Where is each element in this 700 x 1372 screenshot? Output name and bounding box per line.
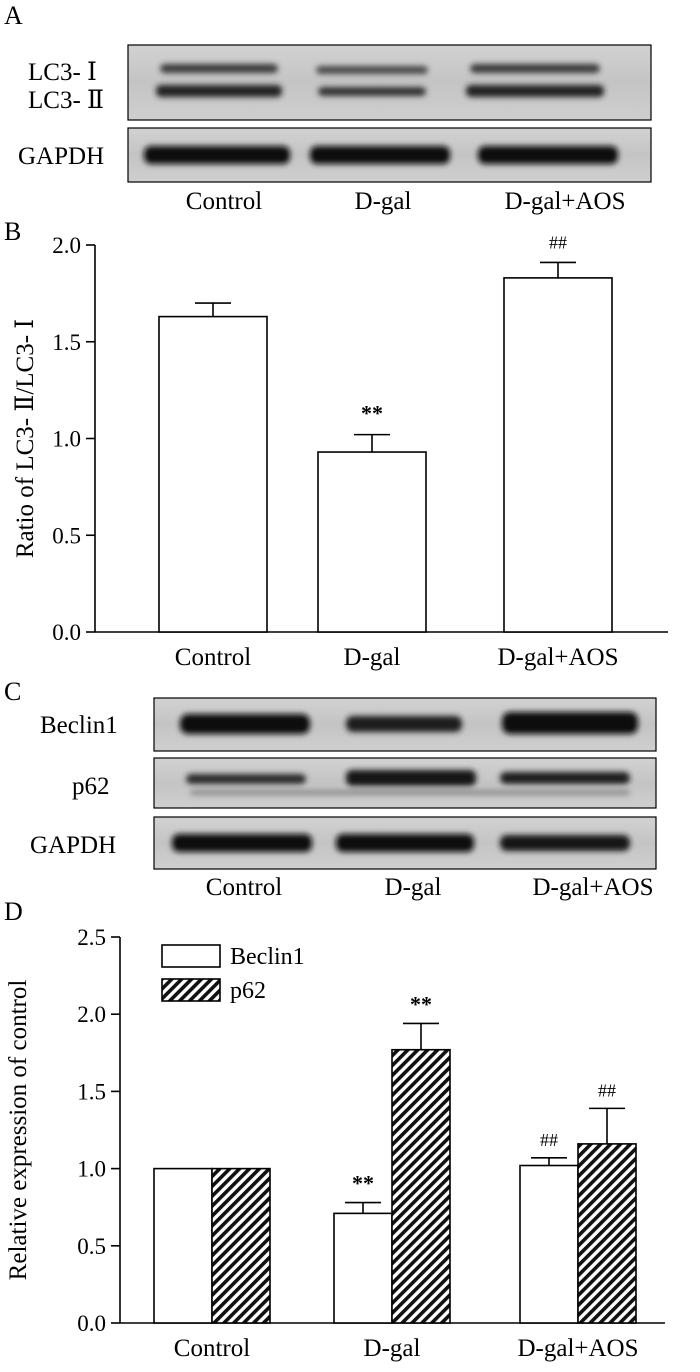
blot-c-label-p62: p62 xyxy=(72,773,110,800)
panel-letter-d: D xyxy=(4,897,23,926)
blot-c-beclin1-bands xyxy=(180,712,638,734)
chart-b-bar xyxy=(503,277,613,633)
chart-d-y-tick-label: 1.0 xyxy=(77,1157,106,1182)
blot-c-lane-control: Control xyxy=(206,874,282,901)
chart-d: 0.0 0.5 1.0 1.5 2.0 2.5 Control D-gal D-gal+AOS R… xyxy=(5,925,665,1362)
blot-a-lane-dgal: D-gal xyxy=(355,188,412,215)
chart-b-y-tick-label: 1.5 xyxy=(52,330,81,355)
beclin1-band-aos xyxy=(502,712,638,734)
chart-d-legend-label-p62: p62 xyxy=(230,978,266,1004)
blot-a: LC3- Ⅰ LC3- Ⅱ GAPDH Control D-gal D-gal+… xyxy=(18,44,652,215)
gapdh-a-band-control xyxy=(144,146,290,164)
blot-a-label-lc3-ii: LC3- Ⅱ xyxy=(28,87,104,114)
chart-d-significance-label: ## xyxy=(598,1080,616,1100)
blot-a-label-lc3-i: LC3- Ⅰ xyxy=(28,59,97,86)
lc3-ii-band-dgal xyxy=(318,87,426,96)
chart-d-legend-label-beclin1: Beclin1 xyxy=(230,944,305,970)
chart-b-y-tick-label: 2.0 xyxy=(52,233,81,258)
chart-d-bar-beclin1 xyxy=(333,1212,393,1324)
p62-faint-band xyxy=(190,790,630,795)
blot-c: Beclin1 p62 GAPDH Control D-gal D-gal+AO… xyxy=(30,697,657,901)
lc3-ii-band-aos xyxy=(466,85,604,97)
chart-d-significance-label: ## xyxy=(540,1130,558,1150)
chart-d-legend-swatch-p62 xyxy=(161,978,221,1002)
chart-b: 0.0 0.5 1.0 1.5 2.0 Control D-gal D-gal+AOS Rati… xyxy=(12,232,668,671)
blot-a-label-gapdh: GAPDH xyxy=(18,143,104,170)
chart-d-y-tick-label: 0.0 xyxy=(77,1311,106,1336)
chart-d-bar-p62 xyxy=(577,1143,637,1324)
panel-letter-b: B xyxy=(4,217,21,246)
beclin1-band-dgal xyxy=(346,716,462,732)
panel-letter-c: C xyxy=(4,677,21,706)
gapdh-c-band-aos xyxy=(500,835,630,851)
chart-b-significance-label: ## xyxy=(549,232,567,252)
blot-a-lc3-membrane xyxy=(127,44,652,121)
chart-d-bar-beclin1 xyxy=(153,1167,213,1324)
chart-d-legend-swatch-beclin1 xyxy=(161,944,221,968)
chart-d-y-tick-label: 1.5 xyxy=(77,1079,106,1104)
chart-b-y-tick-label: 0.5 xyxy=(52,523,81,548)
chart-b-y-axis-title: Ratio of LC3- Ⅱ/LC3- Ⅰ xyxy=(12,319,39,558)
chart-b-y-tick-label: 1.0 xyxy=(52,427,81,452)
chart-d-significance-label: ** xyxy=(410,991,432,1016)
beclin1-band-control xyxy=(180,714,310,734)
chart-d-bar-p62 xyxy=(391,1048,451,1324)
chart-b-x-tick-label: D-gal xyxy=(344,644,401,671)
gapdh-c-band-dgal xyxy=(336,834,474,852)
blot-a-lane-control: Control xyxy=(186,188,262,215)
chart-d-y-tick-label: 2.0 xyxy=(77,1002,106,1027)
blot-c-label-beclin1: Beclin1 xyxy=(40,712,118,739)
lc3-i-band-control xyxy=(160,64,278,73)
blot-c-label-gapdh: GAPDH xyxy=(30,832,116,859)
p62-band-aos xyxy=(500,772,630,784)
blot-c-gapdh-bands xyxy=(172,834,630,852)
chart-d-bar-p62 xyxy=(211,1167,271,1324)
chart-d-y-tick-label: 2.5 xyxy=(77,925,106,950)
chart-d-x-tick-label: D-gal+AOS xyxy=(517,1335,638,1362)
chart-d-y-tick-label: 0.5 xyxy=(77,1234,106,1259)
p62-band-dgal xyxy=(346,770,476,786)
panel-letter-a: A xyxy=(4,1,23,30)
blot-c-lane-aos: D-gal+AOS xyxy=(532,874,653,901)
lc3-i-band-aos xyxy=(470,64,600,73)
blot-a-lane-aos: D-gal+AOS xyxy=(504,188,625,215)
gapdh-c-band-control xyxy=(172,834,312,852)
chart-b-significance-label: ** xyxy=(361,401,383,426)
lc3-i-band-dgal xyxy=(316,66,428,74)
chart-d-x-tick-label: Control xyxy=(174,1335,250,1362)
chart-b-y-tick-label: 0.0 xyxy=(52,620,81,645)
chart-d-significance-label: ** xyxy=(352,1171,374,1196)
gapdh-a-band-dgal xyxy=(310,146,450,164)
blot-c-p62-bands xyxy=(186,770,630,795)
chart-b-x-tick-label: Control xyxy=(175,644,251,671)
chart-b-bar xyxy=(158,315,268,633)
blot-c-lane-dgal: D-gal xyxy=(385,874,442,901)
chart-d-bar-beclin1 xyxy=(519,1164,579,1324)
chart-d-x-tick-label: D-gal xyxy=(364,1335,421,1362)
gapdh-a-band-aos xyxy=(478,146,618,164)
p62-band-control xyxy=(186,774,306,784)
blot-a-lc3-bands xyxy=(156,64,604,97)
chart-d-y-axis-title: Relative expression of control xyxy=(5,980,32,1281)
lc3-ii-band-control xyxy=(156,85,282,97)
chart-b-bar xyxy=(317,451,427,633)
blot-a-gapdh-bands xyxy=(144,146,618,164)
chart-b-x-tick-label: D-gal+AOS xyxy=(497,644,618,671)
